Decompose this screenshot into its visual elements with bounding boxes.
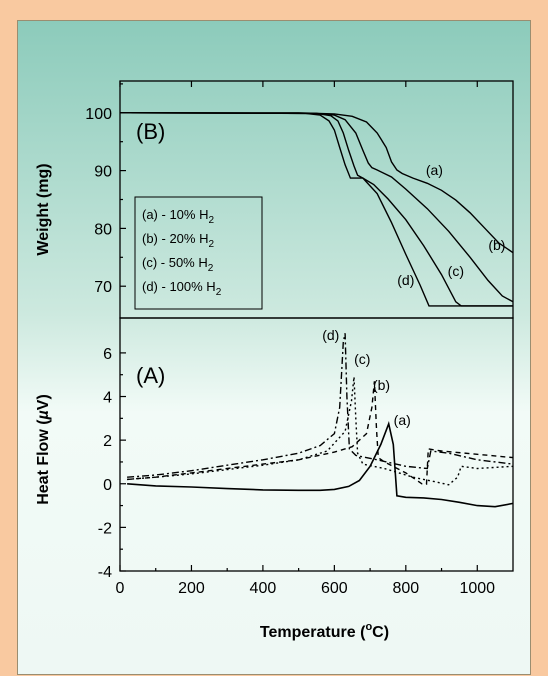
panel-b-weight: 70 80 90 100 Weight (mg) (B) (a) (b) (c) (d) (a) -… [35, 80, 514, 319]
legend-box [134, 196, 263, 310]
y-tick-label: -4 [98, 564, 112, 581]
curve-label-b: (b) [373, 377, 390, 393]
x-tick-label: 800 [392, 580, 419, 597]
x-tick-label: 1000 [459, 580, 495, 597]
y-tick-label: 2 [103, 433, 112, 450]
y-tick-label: -2 [98, 520, 112, 537]
x-tick-label: 200 [178, 580, 205, 597]
curve-label-d: (d) [397, 272, 414, 288]
curve-label-b: (b) [488, 237, 505, 253]
y-tick-label: 90 [94, 164, 112, 181]
weight-curve-a [120, 112, 514, 254]
panel-label-b: (B) [136, 119, 165, 144]
legend-entry-b: (b) - 20% H2 [142, 231, 214, 250]
heat-flow-curve-c [127, 376, 514, 486]
curve-label-a: (a) [426, 162, 443, 178]
y-tick-label: 0 [103, 477, 112, 494]
weight-curve-d [119, 112, 513, 307]
y-tick-label: 80 [94, 221, 112, 238]
curve-label-c: (c) [354, 351, 370, 367]
panel-label-a: (A) [136, 363, 165, 388]
x-tick-label: 600 [321, 580, 348, 597]
curve-label-c: (c) [448, 263, 464, 279]
heat-flow-curve-b [127, 381, 514, 485]
heat-flow-curve-a [127, 421, 514, 508]
y-tick-label: 100 [85, 106, 112, 123]
curve-label-d: (d) [322, 327, 339, 343]
y-tick-label: 6 [103, 346, 112, 363]
panel-a-heat-flow: -4 -2 0 2 4 6 0 200 400 600 800 1000 Heat Flow (µV) T… [35, 317, 514, 641]
legend-entry-a: (a) - 10% H2 [142, 207, 214, 226]
weight-curve-b [119, 112, 514, 303]
y-tick-label: 4 [103, 390, 112, 407]
panel-a-frame [119, 317, 514, 572]
y-axis-title-weight: Weight (mg) [35, 163, 52, 255]
y-tick-label: 70 [94, 279, 112, 296]
x-tick-label: 0 [116, 580, 125, 597]
x-axis-title-temperature: Temperature (oC) [260, 621, 389, 641]
legend-entry-c: (c) - 50% H2 [142, 255, 214, 274]
heat-flow-curve-d [127, 333, 514, 478]
y-axis-title-heat-flow: Heat Flow (µV) [35, 394, 52, 505]
figure-panel: 70 80 90 100 Weight (mg) (B) (a) (b) (c) (d) (a) -… [17, 20, 531, 675]
x-tick-label: 400 [250, 580, 277, 597]
legend-entry-d: (d) - 100% H2 [142, 279, 222, 298]
curve-label-a: (a) [394, 412, 411, 428]
